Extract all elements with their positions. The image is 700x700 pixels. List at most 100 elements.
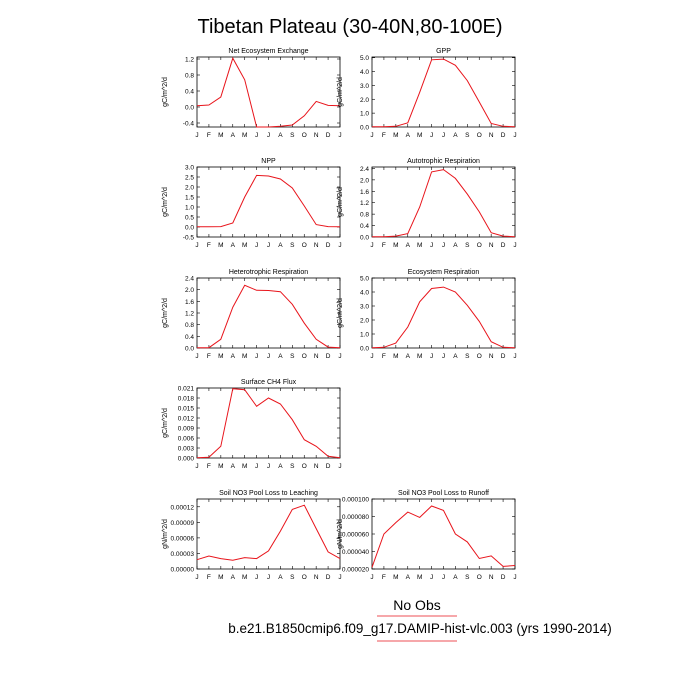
y-tick-label: -0.5: [183, 235, 195, 242]
y-tick-label: 0.0: [185, 105, 194, 112]
panel-6: Ecosystem Respiration gC/m^2/d 5.0 4.0 3.0 2.…: [337, 269, 517, 360]
panels: Net Ecosystem Exchange gC/m^2/d 1.2 0.8 0.4 0…: [162, 48, 517, 581]
x-tick-label: O: [302, 574, 307, 581]
panel-title: Soil NO3 Pool Loss to Leaching: [219, 490, 318, 497]
panel-title: GPP: [436, 48, 451, 55]
x-tick-label: J: [255, 463, 258, 470]
series-line: [197, 174, 341, 228]
x-tick-label: A: [453, 242, 458, 249]
y-tick-label: 1.0: [360, 111, 369, 118]
x-tick-label: J: [267, 242, 270, 249]
panel-9: Soil NO3 Pool Loss to RunoffgN/m^2/d0.00…: [337, 490, 517, 581]
x-tick-label: F: [382, 242, 386, 249]
x-tick-label: O: [477, 242, 482, 249]
y-axis-label: gN/m^2/d: [162, 519, 169, 549]
y-tick-label: 0.8: [185, 322, 194, 329]
x-tick-label: M: [242, 574, 247, 581]
x-tick-label: J: [442, 574, 445, 581]
y-tick-label: 0.012: [178, 416, 195, 423]
y-tick-label: 2.0: [360, 318, 369, 325]
y-tick-label: 1.2: [360, 200, 369, 207]
panel-title: Net Ecosystem Exchange: [228, 48, 308, 55]
panel-4: Autotrophic Respiration gC/m^2/d 2.4 2.0 1.6…: [337, 158, 517, 249]
y-tick-label: 1.2: [185, 311, 194, 318]
y-tick-label: 0.8: [360, 212, 369, 219]
x-tick-label: J: [338, 242, 341, 249]
x-tick-label: N: [314, 242, 319, 249]
x-tick-label: S: [290, 353, 295, 360]
x-tick-label: J: [255, 353, 258, 360]
y-tick-label: 0.00003: [171, 551, 195, 558]
y-tick-label: 5.0: [360, 55, 369, 62]
x-tick-label: A: [453, 353, 458, 360]
panel-title: Ecosystem Respiration: [408, 269, 480, 276]
y-tick-label: 2.0: [360, 97, 369, 104]
x-tick-label: M: [393, 574, 398, 581]
x-tick-label: J: [513, 132, 516, 139]
series-line: [196, 56, 341, 128]
x-tick-label: A: [278, 242, 283, 249]
panel-7: Surface CH4 Flux gC/m^2/d 0.021 0.018 0.015 0…: [162, 379, 342, 470]
x-tick-label: A: [278, 132, 283, 139]
x-tick-label: M: [218, 132, 223, 139]
panel-1: Net Ecosystem Exchange gC/m^2/d 1.2 0.8 0.4 0…: [162, 48, 342, 139]
series-line: [372, 169, 516, 238]
y-tick-label: 2.0: [185, 287, 194, 294]
y-axis-label: gN/m^2/d: [337, 519, 344, 549]
x-tick-label: M: [417, 574, 422, 581]
y-tick-label: 4.0: [360, 290, 369, 297]
panel-title: NPP: [261, 158, 276, 165]
x-tick-label: J: [430, 353, 433, 360]
x-tick-label: J: [267, 353, 270, 360]
y-tick-label: 0.000020: [342, 567, 369, 574]
x-tick-label: J: [255, 574, 258, 581]
y-tick-label: 0.5: [185, 215, 194, 222]
x-tick-label: D: [501, 132, 506, 139]
x-tick-label: J: [195, 132, 198, 139]
x-tick-label: O: [302, 463, 307, 470]
series-line: [196, 504, 341, 561]
x-tick-label: M: [393, 353, 398, 360]
x-tick-label: A: [278, 463, 283, 470]
x-tick-label: S: [465, 242, 470, 249]
x-tick-label: F: [382, 574, 386, 581]
y-tick-label: 3.0: [360, 304, 369, 311]
x-tick-label: A: [278, 353, 283, 360]
x-tick-label: J: [195, 463, 198, 470]
y-tick-label: 2.5: [185, 175, 194, 182]
x-tick-label: S: [465, 574, 470, 581]
y-tick-label: 1.0: [185, 205, 194, 212]
x-tick-label: M: [417, 353, 422, 360]
x-tick-label: F: [207, 353, 211, 360]
x-tick-label: F: [382, 132, 386, 139]
y-tick-label: 0.8: [185, 73, 194, 80]
x-tick-label: M: [218, 353, 223, 360]
x-tick-label: J: [255, 132, 258, 139]
x-tick-label: N: [314, 132, 319, 139]
y-tick-label: 0.006: [178, 436, 195, 443]
y-tick-label: 0.015: [178, 406, 195, 413]
x-tick-label: J: [370, 242, 373, 249]
x-tick-label: M: [393, 242, 398, 249]
x-tick-label: A: [406, 574, 411, 581]
x-tick-label: O: [302, 132, 307, 139]
y-tick-label: 0.4: [185, 334, 194, 341]
y-tick-label: 0.000100: [342, 497, 369, 504]
x-tick-label: J: [195, 353, 198, 360]
y-tick-label: -0.4: [183, 121, 195, 128]
y-tick-label: 0.018: [178, 396, 195, 403]
x-tick-label: M: [417, 242, 422, 249]
x-tick-label: F: [207, 574, 211, 581]
x-tick-label: S: [290, 132, 295, 139]
y-tick-label: 1.6: [360, 189, 369, 196]
x-tick-label: O: [477, 132, 482, 139]
y-tick-label: 4.0: [360, 69, 369, 76]
legend-label: No Obs: [393, 597, 440, 613]
y-tick-label: 1.0: [360, 332, 369, 339]
y-tick-label: 1.5: [185, 195, 194, 202]
y-tick-label: 3.0: [360, 83, 369, 90]
y-tick-label: 0.0: [185, 346, 194, 353]
x-tick-label: D: [501, 353, 506, 360]
